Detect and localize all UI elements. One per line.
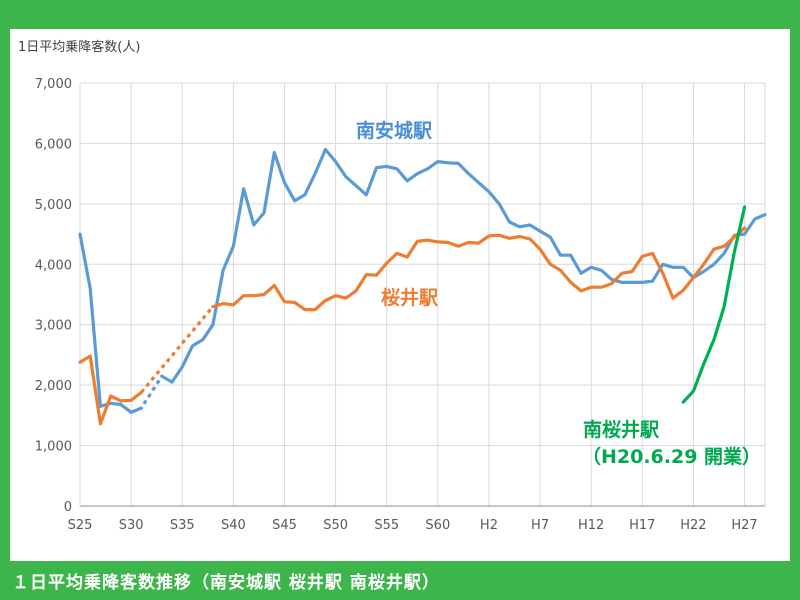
x-tick-label: S25 bbox=[68, 518, 93, 533]
label-minami-sakurai: 南桜井駅 bbox=[583, 418, 660, 441]
x-tick-labels: S25 S30 S35 S40 S45 S50 S55 S60 H2 H7 H12 H17 H22 H27 bbox=[68, 518, 758, 533]
x-tick-label: S45 bbox=[272, 518, 297, 533]
series-line-1 bbox=[160, 147, 767, 384]
line-chart: 1日平均乗降客数(人) 0 1,000 2,000 3,000 4,000 5,000 6,… bbox=[18, 39, 767, 533]
y-tick-label: 3,000 bbox=[35, 319, 72, 334]
x-tick-label: H22 bbox=[680, 518, 706, 533]
y-tick-label: 1,000 bbox=[35, 440, 72, 455]
x-tick-label: S55 bbox=[374, 518, 399, 533]
label-sakurai: 桜井駅 bbox=[381, 286, 439, 309]
x-tick-label: S35 bbox=[170, 518, 195, 533]
series-dashed-gap-2 bbox=[140, 305, 215, 394]
y-tick-label: 7,000 bbox=[35, 77, 72, 92]
series-line-2 bbox=[78, 354, 143, 426]
y-tick-labels: 0 1,000 2,000 3,000 4,000 5,000 6,000 7,000 bbox=[35, 77, 72, 515]
y-tick-label: 6,000 bbox=[35, 137, 72, 152]
y-tick-label: 4,000 bbox=[35, 258, 72, 273]
x-tick-label: S60 bbox=[425, 518, 450, 533]
y-axis-label: 1日平均乗降客数(人) bbox=[18, 39, 140, 55]
x-tick-label: S30 bbox=[119, 518, 144, 533]
x-tick-label: H27 bbox=[731, 518, 757, 533]
y-tick-label: 2,000 bbox=[35, 379, 72, 394]
series-lines bbox=[78, 147, 767, 426]
x-tick-label: S50 bbox=[323, 518, 348, 533]
figure-caption: １日平均乗降客数推移（南安城駅 桜井駅 南桜井駅） bbox=[12, 573, 440, 593]
series-line-2 bbox=[211, 226, 747, 312]
series-line-3 bbox=[681, 205, 747, 404]
x-tick-label: S40 bbox=[221, 518, 246, 533]
x-tick-label: H7 bbox=[531, 518, 549, 533]
label-minami-anjo: 南安城駅 bbox=[356, 119, 433, 142]
series-dashed-gap-1 bbox=[130, 375, 164, 414]
y-tick-label: 5,000 bbox=[35, 198, 72, 213]
x-tick-label: H17 bbox=[629, 518, 655, 533]
x-tick-label: H2 bbox=[480, 518, 498, 533]
chart-panel: 1日平均乗降客数(人) 0 1,000 2,000 3,000 4,000 5,000 6,… bbox=[10, 29, 790, 561]
y-tick-label: 0 bbox=[64, 500, 72, 515]
label-minami-sakurai-opening: （H20.6.29 開業） bbox=[582, 445, 761, 468]
x-tick-label: H12 bbox=[578, 518, 604, 533]
